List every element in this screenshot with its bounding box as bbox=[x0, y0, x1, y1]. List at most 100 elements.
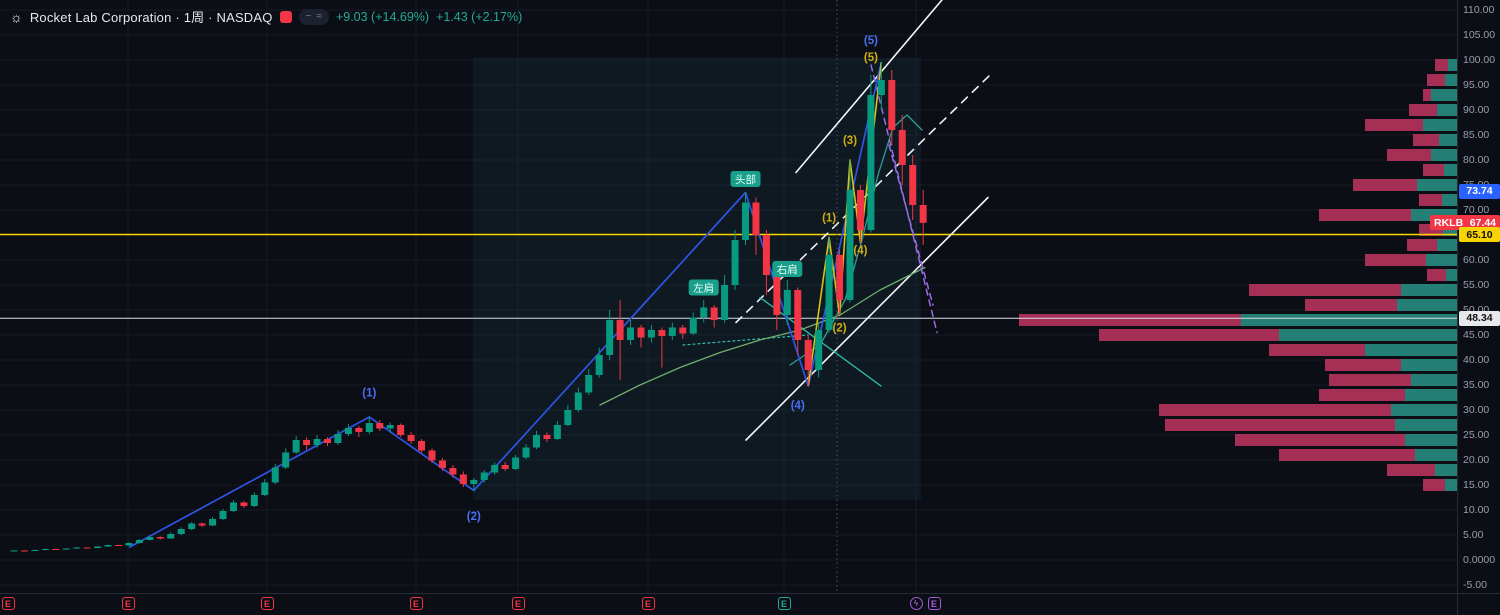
neckline-dotted-line[interactable] bbox=[682, 334, 809, 346]
price-axis-label: 30.00 bbox=[1463, 403, 1490, 416]
volume-profile-down-bar bbox=[1279, 449, 1415, 461]
candle-up bbox=[846, 190, 854, 300]
wave-label[interactable]: (3) bbox=[843, 135, 857, 147]
candle-up bbox=[877, 80, 885, 95]
event-marker-icon[interactable]: ϟ bbox=[909, 597, 923, 610]
price-axis-label: 70.00 bbox=[1463, 203, 1490, 216]
candle-down bbox=[856, 190, 864, 230]
candle-up bbox=[261, 482, 269, 495]
symbol-title[interactable]: Rocket Lab Corporation · 1周 · NASDAQ bbox=[29, 10, 273, 25]
candle-up bbox=[62, 548, 70, 550]
candle-up bbox=[867, 95, 875, 230]
candle-down bbox=[198, 523, 206, 526]
purple-dashed-line-2[interactable] bbox=[888, 144, 934, 306]
candle-up bbox=[282, 452, 290, 468]
candle-down bbox=[919, 205, 927, 223]
volume-profile-up-bar bbox=[1415, 449, 1457, 461]
earnings-marker-icon[interactable]: E bbox=[641, 597, 655, 610]
candle-up bbox=[647, 330, 655, 338]
volume-profile-up-bar bbox=[1445, 74, 1457, 86]
earnings-marker-icon[interactable]: E bbox=[260, 597, 274, 610]
pill-dash-icon: − bbox=[305, 11, 312, 22]
volume-profile-up-bar bbox=[1241, 314, 1457, 326]
wave-label[interactable]: (2) bbox=[467, 511, 481, 523]
wave-label[interactable]: (2) bbox=[833, 323, 847, 335]
price-axis[interactable]: 110.00105.00100.0095.0090.0085.0080.0075… bbox=[1430, 0, 1500, 593]
candle-down bbox=[543, 435, 551, 439]
volume-profile-down-bar bbox=[1409, 104, 1437, 116]
pattern-label-box[interactable] bbox=[688, 279, 719, 296]
volume-profile-up-bar bbox=[1431, 149, 1457, 161]
pattern-label-box[interactable] bbox=[730, 171, 761, 187]
candle-up bbox=[313, 439, 321, 445]
volume-profile-down-bar bbox=[1423, 479, 1445, 491]
volume-profile-down-bar bbox=[1365, 254, 1426, 266]
candle-down bbox=[376, 423, 384, 429]
candle-up bbox=[229, 502, 237, 511]
volume-profile-down-bar bbox=[1423, 164, 1444, 176]
earnings-marker-icon[interactable]: E bbox=[121, 597, 135, 610]
volume-profile-down-bar bbox=[1419, 194, 1442, 206]
wave-label[interactable]: (1) bbox=[822, 213, 836, 225]
badge-line-value: 73.74 bbox=[1459, 183, 1500, 199]
candle-up bbox=[386, 425, 394, 429]
candle-up bbox=[41, 549, 49, 550]
candle-down bbox=[710, 307, 718, 320]
wave-label[interactable]: (1) bbox=[362, 388, 376, 400]
candle-down bbox=[501, 465, 509, 469]
badge-price: 67.44 bbox=[1469, 216, 1496, 229]
earnings-marker-icon[interactable]: E bbox=[409, 597, 423, 610]
earnings-marker-icon[interactable]: E bbox=[927, 597, 941, 610]
wave-label[interactable]: (5) bbox=[864, 52, 878, 64]
highlight-region[interactable] bbox=[473, 57, 921, 501]
pattern-label-box[interactable] bbox=[772, 261, 803, 277]
symbol-legend[interactable]: ☼ Rocket Lab Corporation · 1周 · NASDAQ −… bbox=[10, 7, 522, 26]
volume-profile-up-bar bbox=[1444, 164, 1457, 176]
volume-profile-up-bar bbox=[1405, 389, 1457, 401]
price-axis-label: 100.00 bbox=[1463, 53, 1496, 66]
volume-profile-up-bar bbox=[1431, 89, 1457, 101]
candle-down bbox=[637, 327, 645, 338]
red-candle-icon[interactable] bbox=[279, 10, 292, 23]
volume-profile-down-bar bbox=[1159, 404, 1391, 416]
channel-upper-line[interactable] bbox=[795, 0, 944, 174]
earnings-marker-icon[interactable]: E bbox=[777, 597, 791, 610]
wave-label[interactable]: (5) bbox=[864, 35, 878, 47]
earnings-marker-icon[interactable]: E bbox=[511, 597, 525, 610]
earnings-marker-icon[interactable]: E bbox=[1, 597, 15, 610]
ma-slow-line[interactable] bbox=[599, 266, 926, 406]
price-axis-label: 55.00 bbox=[1463, 278, 1490, 291]
wave-label[interactable]: (4) bbox=[853, 245, 867, 257]
candle-down bbox=[449, 468, 457, 475]
candle-up bbox=[73, 547, 81, 549]
legend-pill[interactable]: − ≈ bbox=[298, 8, 329, 25]
volume-profile-up-bar bbox=[1279, 329, 1457, 341]
candle-down bbox=[459, 474, 467, 484]
candle-up bbox=[668, 327, 676, 336]
candle-up bbox=[731, 240, 739, 285]
volume-profile-down-bar bbox=[1353, 179, 1417, 191]
volume-profile-up-bar bbox=[1397, 299, 1457, 311]
wave-label[interactable]: (4) bbox=[791, 400, 805, 412]
channel-lower-line[interactable] bbox=[745, 196, 989, 441]
price-axis-label: 5.00 bbox=[1463, 528, 1484, 541]
price-axis-label: 35.00 bbox=[1463, 378, 1490, 391]
volume-profile-down-bar bbox=[1387, 149, 1431, 161]
price-axis-label: 10.00 bbox=[1463, 503, 1490, 516]
pattern-label-text: 左肩 bbox=[693, 282, 714, 295]
volume-profile-down-bar bbox=[1427, 269, 1446, 281]
candle-up bbox=[146, 537, 154, 540]
price-change-secondary: +1.43 (+2.17%) bbox=[436, 9, 523, 24]
volume-profile-up-bar bbox=[1448, 59, 1457, 71]
candle-up bbox=[292, 440, 300, 453]
volume-profile-up-bar bbox=[1439, 134, 1457, 146]
volume-profile-down-bar bbox=[1329, 374, 1411, 386]
volume-profile-up-bar bbox=[1446, 269, 1457, 281]
volume-profile-down-bar bbox=[1099, 329, 1279, 341]
candle-up bbox=[334, 434, 342, 443]
price-axis-label: 20.00 bbox=[1463, 453, 1490, 466]
price-axis-label: -5.00 bbox=[1463, 578, 1487, 591]
candle-down bbox=[804, 340, 812, 370]
volume-profile-down-bar bbox=[1165, 419, 1395, 431]
